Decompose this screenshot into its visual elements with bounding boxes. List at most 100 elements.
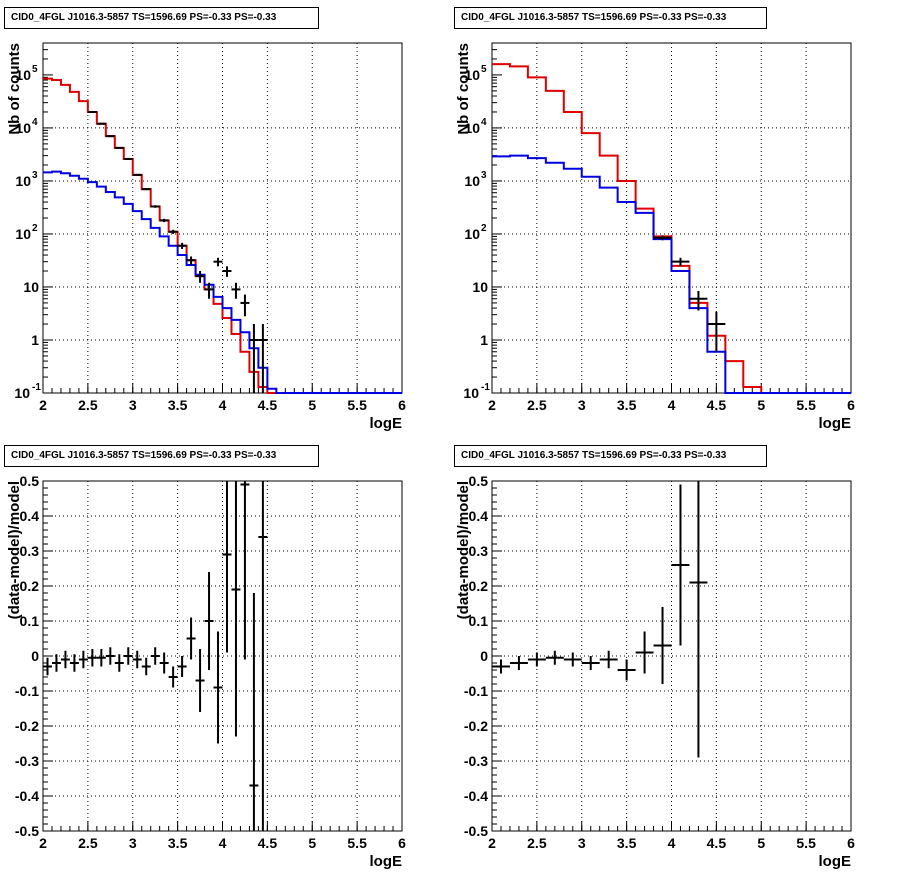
x-tick-label: 3.5 — [168, 397, 188, 413]
x-axis-title: logE — [819, 415, 852, 432]
x-tick-label: 3.5 — [617, 397, 637, 413]
y-axis-title: (data-model)/model — [455, 481, 472, 619]
plot-frame — [42, 480, 403, 832]
x-tick-label: 2.5 — [527, 835, 547, 851]
y-tick-label: 10 — [15, 120, 31, 136]
x-tick-label: 4.5 — [707, 397, 727, 413]
plot-title-top-right: CID0_4FGL J1016.3-5857 TS=1596.69 PS=-0.… — [454, 7, 767, 29]
y-tick-label: 1 — [480, 332, 488, 348]
x-tick-label: 3 — [129, 397, 137, 413]
y-tick-exponent: 3 — [32, 170, 38, 181]
plot-frame — [491, 42, 852, 394]
x-tick-label: 4.5 — [258, 835, 278, 851]
y-tick-label: -0.3 — [464, 753, 488, 769]
plot-frame — [42, 42, 403, 394]
x-tick-label: 2 — [39, 397, 47, 413]
x-tick-label: 3 — [578, 835, 586, 851]
x-tick-label: 6 — [398, 835, 406, 851]
x-tick-label: 2.5 — [527, 397, 547, 413]
x-tick-label: 3 — [129, 835, 137, 851]
x-tick-label: 3 — [578, 397, 586, 413]
y-tick-label: -0.1 — [464, 683, 488, 699]
x-tick-label: 6 — [847, 835, 855, 851]
y-tick-label: -0.5 — [464, 823, 488, 839]
y-tick-exponent: 2 — [481, 223, 487, 234]
x-tick-label: 2 — [488, 397, 496, 413]
y-tick-exponent: 4 — [32, 117, 38, 128]
y-tick-label: 0 — [480, 648, 488, 664]
x-axis-title: logE — [370, 853, 403, 870]
x-tick-label: 2.5 — [78, 397, 98, 413]
y-tick-label: -0.1 — [15, 683, 39, 699]
y-tick-exponent: -1 — [481, 382, 490, 393]
y-tick-label: -0.2 — [15, 718, 39, 734]
x-tick-label: 4 — [219, 835, 227, 851]
x-axis-title: logE — [819, 853, 852, 870]
x-tick-label: 4 — [668, 397, 676, 413]
x-tick-label: 5 — [757, 835, 765, 851]
histogram-blue — [492, 154, 851, 394]
y-tick-label: 0.2 — [469, 578, 489, 594]
y-tick-label: -0.4 — [15, 788, 39, 804]
x-tick-label: 5 — [757, 397, 765, 413]
x-tick-label: 2 — [39, 835, 47, 851]
x-tick-label: 4.5 — [707, 835, 727, 851]
y-tick-label: 1 — [31, 332, 39, 348]
x-tick-label: 5.5 — [347, 397, 367, 413]
y-tick-label: 0.5 — [469, 473, 489, 489]
y-tick-label: -0.5 — [15, 823, 39, 839]
y-tick-label: -0.3 — [15, 753, 39, 769]
y-tick-label: 0.4 — [20, 508, 40, 524]
plot-title-bottom-right: CID0_4FGL J1016.3-5857 TS=1596.69 PS=-0.… — [454, 445, 767, 467]
y-tick-exponent: -1 — [32, 382, 41, 393]
y-tick-label: 0.5 — [20, 473, 40, 489]
y-tick-label: 0 — [31, 648, 39, 664]
y-tick-exponent: 2 — [32, 223, 38, 234]
y-tick-label: 10 — [15, 226, 31, 242]
y-axis-title: Nb of counts — [6, 43, 23, 135]
y-tick-label: 10 — [15, 67, 31, 83]
y-tick-label: 10 — [472, 279, 488, 295]
x-tick-label: 5.5 — [347, 835, 367, 851]
x-tick-label: 4 — [219, 397, 227, 413]
x-tick-label: 3.5 — [617, 835, 637, 851]
y-tick-label: 0.4 — [469, 508, 489, 524]
y-tick-label: 10 — [464, 120, 480, 136]
x-tick-label: 5 — [308, 835, 316, 851]
plot-title-top-left: CID0_4FGL J1016.3-5857 TS=1596.69 PS=-0.… — [4, 7, 319, 29]
x-tick-label: 6 — [847, 397, 855, 413]
y-tick-label: 10 — [14, 385, 30, 401]
x-tick-label: 5 — [308, 397, 316, 413]
histogram-blue — [43, 170, 402, 394]
plot-frame — [491, 480, 852, 832]
y-tick-label: 10 — [463, 385, 479, 401]
plot-title-bottom-left: CID0_4FGL J1016.3-5857 TS=1596.69 PS=-0.… — [4, 445, 319, 467]
y-tick-label: 0.2 — [20, 578, 40, 594]
x-tick-label: 2.5 — [78, 835, 98, 851]
x-tick-label: 5.5 — [796, 397, 816, 413]
chart-panel-3: 2 2.5 3 3.5 4 4.5 5 5.5 6 -0.5 -0.4 -0.3 -0.2 -0.1 0 0.… — [6, 473, 406, 870]
y-tick-label: 0.3 — [469, 543, 489, 559]
x-tick-label: 2 — [488, 835, 496, 851]
x-tick-label: 4.5 — [258, 397, 278, 413]
y-tick-label: 10 — [15, 173, 31, 189]
y-tick-label: 10 — [464, 173, 480, 189]
y-tick-exponent: 4 — [481, 117, 487, 128]
y-tick-label: -0.4 — [464, 788, 488, 804]
x-tick-label: 5.5 — [796, 835, 816, 851]
y-tick-exponent: 3 — [481, 170, 487, 181]
y-tick-label: 10 — [464, 67, 480, 83]
y-tick-label: -0.2 — [464, 718, 488, 734]
x-tick-label: 4 — [668, 835, 676, 851]
y-tick-exponent: 5 — [32, 64, 38, 75]
y-tick-label: 10 — [464, 226, 480, 242]
y-tick-label: 0.1 — [469, 613, 489, 629]
chart-panel-4: 2 2.5 3 3.5 4 4.5 5 5.5 6 -0.5 -0.4 -0.3 -0.2 -0.1 0 0.… — [455, 473, 855, 870]
y-tick-label: 10 — [23, 279, 39, 295]
x-tick-label: 3.5 — [168, 835, 188, 851]
y-tick-label: 0.1 — [20, 613, 40, 629]
y-tick-exponent: 5 — [481, 64, 487, 75]
